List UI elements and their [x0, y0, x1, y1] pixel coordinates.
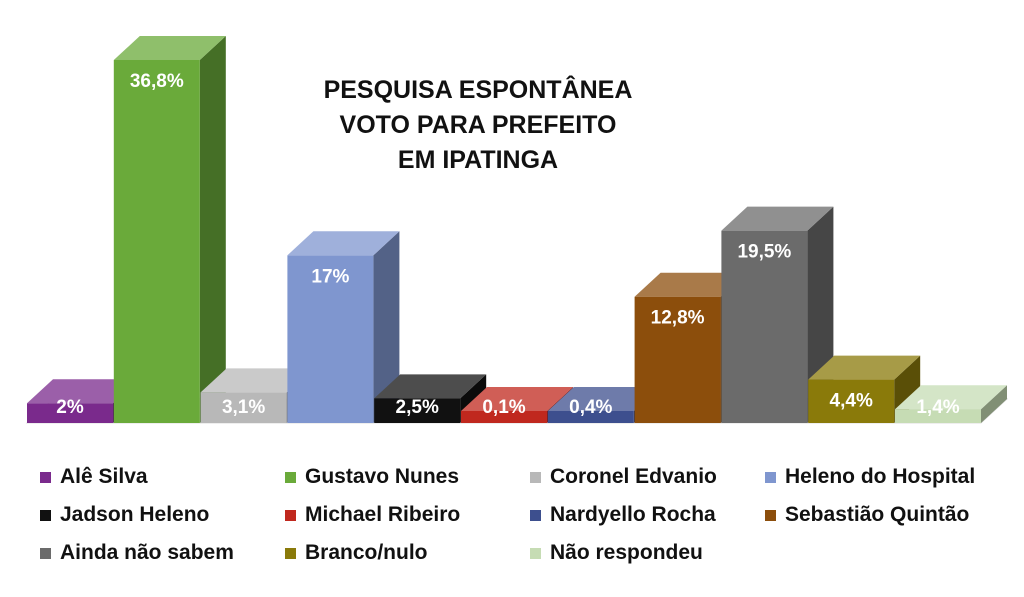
bar-top [808, 355, 921, 380]
bar-top [200, 368, 313, 393]
bar-value-label: 0,1% [482, 397, 525, 418]
bar-top [461, 387, 573, 411]
legend-item: Heleno do Hospital [765, 462, 1010, 492]
bar-value-label: 4,4% [830, 391, 873, 412]
legend-item: Coronel Edvanio [530, 462, 765, 492]
legend-label: Coronel Edvanio [550, 465, 717, 488]
bars: 2% 36,8% 3,1% 17% 2,5% 0,1% 0,4% 12,8% 19,5% 4,4%… [27, 36, 1007, 423]
bar-chart: PESQUISA ESPONTÂNEA VOTO PARA PREFEITO EM … [25, 36, 1009, 424]
bar-front [374, 398, 461, 423]
legend-label: Nardyello Rocha [550, 503, 716, 526]
legend-item: Alê Silva [40, 462, 285, 492]
legend-label: Heleno do Hospital [785, 465, 976, 488]
bar-top [547, 387, 660, 411]
bar-value-label: 3,1% [222, 397, 265, 418]
legend-label: Ainda não sabem [60, 541, 234, 564]
legend-item: Jadson Heleno [40, 500, 285, 530]
legend-swatch [285, 547, 296, 559]
bar-front [808, 379, 895, 423]
bar-top [27, 379, 139, 404]
bar-value-label: 17% [311, 266, 349, 287]
bar: 19,5% [721, 206, 834, 423]
chart-title-line: PESQUISA ESPONTÂNEA [324, 74, 633, 104]
legend-label: Não respondeu [550, 541, 703, 564]
legend-swatch [40, 547, 51, 559]
bar-top [895, 385, 1007, 410]
bar-front [27, 403, 113, 423]
legend-item: Nardyello Rocha [530, 500, 765, 530]
bar: 17% [287, 231, 400, 423]
legend-item: Gustavo Nunes [285, 462, 530, 492]
legend-label: Alê Silva [60, 465, 148, 488]
bar-side [373, 231, 400, 423]
bar-top [634, 272, 747, 297]
bar-front [547, 411, 634, 423]
bar-value-label: 1,4% [916, 397, 959, 418]
bar-front [634, 296, 721, 423]
legend-swatch [40, 509, 51, 521]
chart-title-line: EM IPATINGA [398, 146, 558, 174]
legend-item: Ainda não sabem [40, 538, 285, 568]
chart-title-line: VOTO PARA PREFEITO [340, 111, 617, 139]
bar-top [287, 231, 400, 256]
bar-front [895, 409, 981, 423]
chart-legend: Alê Silva Gustavo Nunes Coronel Edvanio Hel… [40, 462, 1010, 568]
legend-swatch [285, 509, 296, 521]
bar-side [199, 36, 226, 423]
bar-front [287, 255, 374, 423]
legend-label: Michael Ribeiro [305, 503, 461, 526]
bar-value-label: 2,5% [396, 397, 439, 418]
bar-value-label: 0,4% [569, 397, 612, 418]
legend-swatch [530, 471, 541, 483]
legend-item: Michael Ribeiro [285, 500, 530, 530]
legend-swatch [285, 471, 296, 483]
bar-front [200, 392, 287, 423]
bar-value-label: 12,8% [651, 308, 705, 329]
bar-front [461, 411, 547, 423]
bar: 2,5% [374, 374, 487, 423]
legend-label: Gustavo Nunes [305, 465, 460, 488]
legend-swatch [530, 509, 541, 521]
legend-swatch [40, 471, 51, 483]
legend-label: Branco/nulo [305, 541, 428, 564]
bar-value-label: 2% [56, 397, 84, 418]
bar-value-label: 19,5% [737, 242, 791, 263]
legend-item: Sebastião Quintão [765, 500, 1010, 530]
legend-label: Sebastião Quintão [785, 503, 970, 526]
bar-front [113, 60, 200, 423]
bar-top [374, 374, 487, 399]
bar: 1,4% [895, 385, 1007, 423]
legend-swatch [765, 509, 776, 521]
chart-title: PESQUISA ESPONTÂNEA VOTO PARA PREFEITO EM … [324, 74, 633, 174]
legend-swatch [765, 471, 776, 483]
legend-label: Jadson Heleno [60, 503, 210, 526]
legend-swatch [530, 547, 541, 559]
bar-side [981, 385, 1007, 423]
bar-value-label: 36,8% [130, 71, 184, 92]
legend-item: Não respondeu [530, 538, 765, 568]
bar-top [721, 206, 834, 231]
bar: 36,8% [113, 36, 226, 423]
legend-item: Branco/nulo [285, 538, 530, 568]
bar-top [113, 36, 226, 60]
bar-front [721, 230, 808, 423]
